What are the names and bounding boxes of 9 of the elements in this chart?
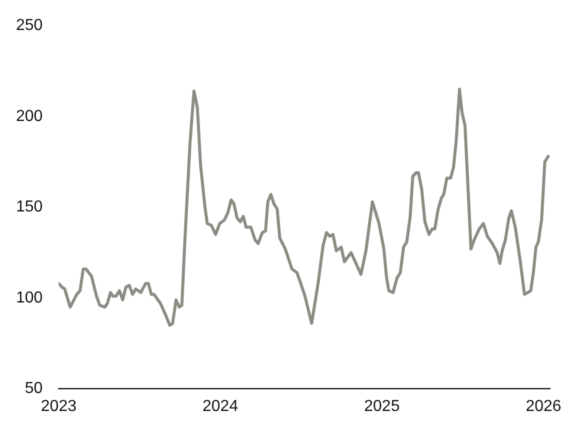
x-tick-label: 2024 [202,398,238,415]
y-tick-label: 150 [16,198,43,216]
y-tick-label: 250 [16,17,43,34]
y-tick-label: 50 [24,380,43,398]
x-tick-label: 2023 [40,398,77,415]
x-tick-label: 2025 [364,398,400,415]
y-tick-label: 100 [16,289,43,306]
x-tick-label: 2026 [526,398,562,415]
y-tick-label: 200 [16,108,43,125]
